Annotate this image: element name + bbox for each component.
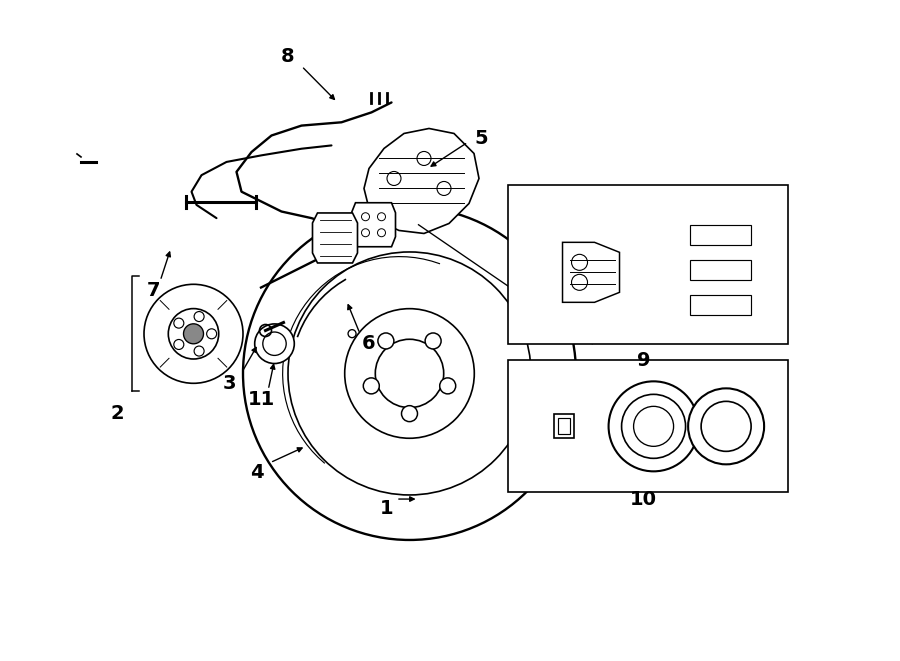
Text: 4: 4 [249,463,264,482]
Text: 3: 3 [223,374,236,393]
Text: 9: 9 [637,351,650,369]
Circle shape [401,406,418,422]
Text: 2: 2 [110,404,124,422]
Polygon shape [364,128,479,233]
Text: 11: 11 [248,391,274,409]
Text: 5: 5 [474,130,489,148]
Circle shape [174,318,184,328]
Bar [508,185,788,344]
Circle shape [194,311,204,321]
Text: 6: 6 [362,334,376,353]
Polygon shape [352,203,395,247]
Circle shape [255,324,294,364]
Circle shape [184,324,203,344]
Circle shape [364,378,379,394]
Text: 8: 8 [281,47,295,65]
Bar [689,295,751,315]
Circle shape [688,389,764,464]
Bar [554,414,574,438]
Polygon shape [562,243,619,302]
Circle shape [440,378,455,394]
Bar [689,260,751,280]
Text: 10: 10 [630,490,657,508]
Circle shape [608,381,698,471]
Circle shape [174,340,184,350]
Circle shape [243,207,576,540]
Polygon shape [312,213,357,263]
Bar [689,225,751,245]
Bar [508,360,788,492]
Text: 1: 1 [380,500,394,518]
Circle shape [378,333,394,349]
Circle shape [194,346,204,356]
Text: 7: 7 [146,282,160,300]
Circle shape [207,329,217,339]
Circle shape [425,333,441,349]
Bar [558,418,571,434]
Circle shape [144,284,243,383]
Polygon shape [249,223,496,518]
